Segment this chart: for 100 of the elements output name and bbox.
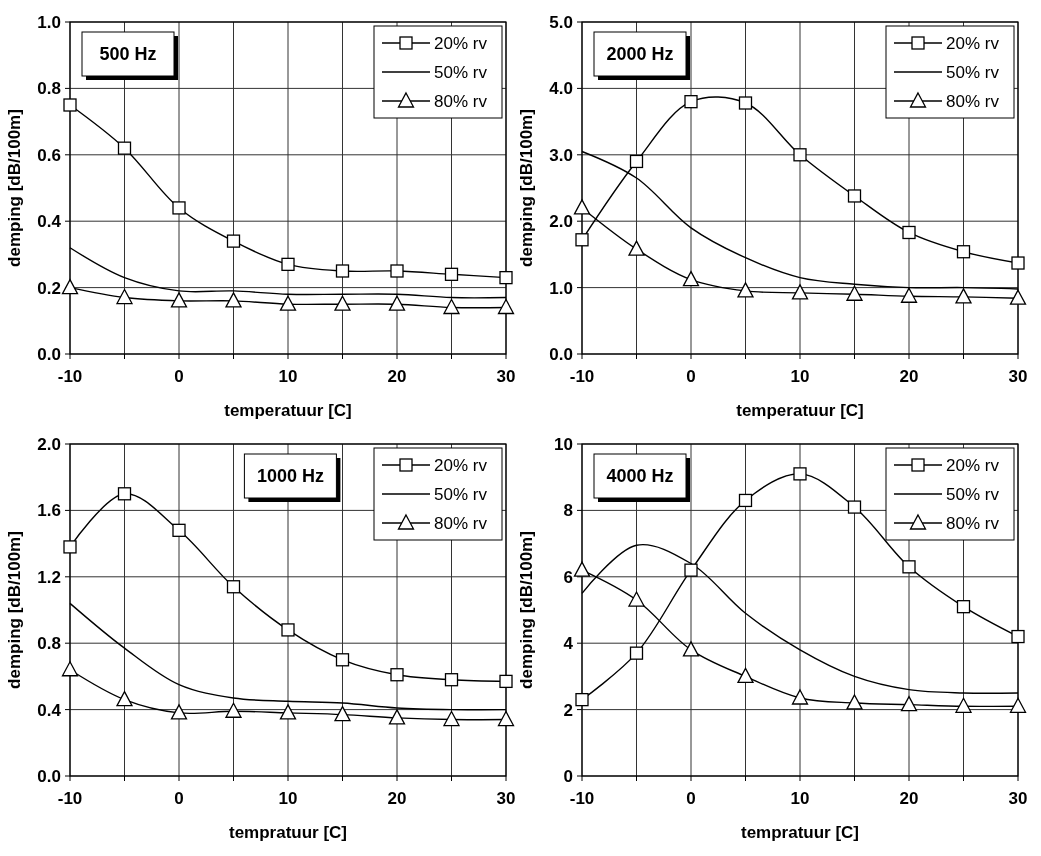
x-tick-label: 10 xyxy=(278,789,298,808)
y-tick-label: 0 xyxy=(563,766,573,786)
x-tick-label: 10 xyxy=(278,367,298,386)
point xyxy=(684,563,698,577)
x-tick-label: 0 xyxy=(174,367,184,386)
point xyxy=(1011,256,1025,270)
point xyxy=(116,690,133,707)
x-tick-label: 20 xyxy=(387,789,407,808)
y-tick-label: 8 xyxy=(563,501,573,521)
point xyxy=(573,561,591,577)
y-tick-label: 6 xyxy=(563,567,573,587)
point xyxy=(390,668,404,682)
point xyxy=(738,493,753,508)
point xyxy=(281,623,295,637)
point xyxy=(444,673,459,687)
text: 1000 Hz xyxy=(256,466,324,486)
x-tick-label: 0 xyxy=(686,367,696,386)
point xyxy=(900,287,918,303)
point xyxy=(737,667,754,684)
point xyxy=(63,98,77,112)
point xyxy=(684,95,698,109)
point xyxy=(388,295,406,311)
point xyxy=(63,540,77,554)
y-tick-label: 0.8 xyxy=(37,634,61,654)
y-axis-title: demping [dB/100m] xyxy=(5,109,24,267)
point xyxy=(682,270,700,287)
point xyxy=(334,295,351,311)
x-tick-label: -10 xyxy=(569,367,595,386)
point xyxy=(575,692,589,707)
point xyxy=(117,141,132,155)
y-tick-label: 2 xyxy=(563,700,573,720)
point xyxy=(172,201,186,215)
point xyxy=(116,288,133,305)
y-tick-label: 0.8 xyxy=(37,79,61,99)
legend-label: 50% rv xyxy=(946,62,1000,82)
legend-label: 20% rv xyxy=(434,455,488,475)
point xyxy=(628,591,645,607)
x-axis-title: temperatuur [C] xyxy=(224,401,352,420)
y-tick-label: 10 xyxy=(554,434,573,454)
point xyxy=(793,467,807,481)
y-tick-label: 4 xyxy=(563,634,574,654)
point xyxy=(738,96,753,110)
x-axis-title: tempratuur [C] xyxy=(740,823,860,842)
point xyxy=(335,264,350,278)
point xyxy=(61,278,79,295)
y-tick-label: 0.4 xyxy=(37,212,62,232)
point xyxy=(334,705,351,722)
y-tick-label: 0.0 xyxy=(37,766,61,786)
legend-label: 80% rv xyxy=(946,91,1000,111)
x-tick-label: 30 xyxy=(496,789,516,808)
y-axis-title: demping [dB/100m] xyxy=(517,109,536,267)
y-tick-label: 2.0 xyxy=(37,434,61,454)
y-tick-label: 1.2 xyxy=(37,567,61,587)
x-tick-label: 30 xyxy=(1008,789,1028,808)
point xyxy=(791,284,809,300)
point xyxy=(846,285,863,301)
text: 4000 Hz xyxy=(606,466,674,486)
point xyxy=(791,689,809,705)
point xyxy=(444,267,459,281)
point xyxy=(117,487,132,501)
point xyxy=(443,298,460,315)
x-tick-label: -10 xyxy=(57,789,83,808)
point xyxy=(443,710,460,727)
point xyxy=(902,560,916,574)
y-tick-label: 3.0 xyxy=(549,145,573,165)
point xyxy=(1009,697,1027,713)
point xyxy=(225,292,242,308)
y-tick-label: 1.0 xyxy=(549,278,573,298)
legend-label: 80% rv xyxy=(946,513,1000,533)
point xyxy=(629,646,644,660)
point xyxy=(61,661,79,677)
y-axis-title: demping [dB/100m] xyxy=(5,531,24,689)
legend-label: 80% rv xyxy=(434,513,488,533)
point xyxy=(170,704,188,720)
point xyxy=(170,292,188,308)
point xyxy=(497,298,515,315)
point xyxy=(225,702,242,718)
point xyxy=(682,641,700,657)
point xyxy=(628,240,645,256)
y-tick-label: 0.0 xyxy=(37,344,61,364)
y-tick-label: 2.0 xyxy=(549,212,573,232)
legend-label: 50% rv xyxy=(434,484,488,504)
point xyxy=(281,257,295,272)
point xyxy=(847,189,862,203)
y-tick-label: 1.0 xyxy=(37,12,61,32)
y-tick-label: 5.0 xyxy=(549,12,573,32)
y-tick-label: 0.4 xyxy=(37,700,62,720)
point xyxy=(335,653,350,667)
point xyxy=(499,674,513,689)
x-tick-label: 10 xyxy=(790,367,810,386)
x-axis-title: tempratuur [C] xyxy=(228,823,348,842)
y-tick-label: 4.0 xyxy=(549,79,573,99)
legend-label: 50% rv xyxy=(434,62,488,82)
x-axis-title: temperatuur [C] xyxy=(736,401,864,420)
x-tick-label: -10 xyxy=(57,367,83,386)
point xyxy=(955,697,972,713)
point xyxy=(279,295,297,311)
point xyxy=(1009,289,1027,305)
x-tick-label: 20 xyxy=(899,789,919,808)
point xyxy=(629,154,644,169)
